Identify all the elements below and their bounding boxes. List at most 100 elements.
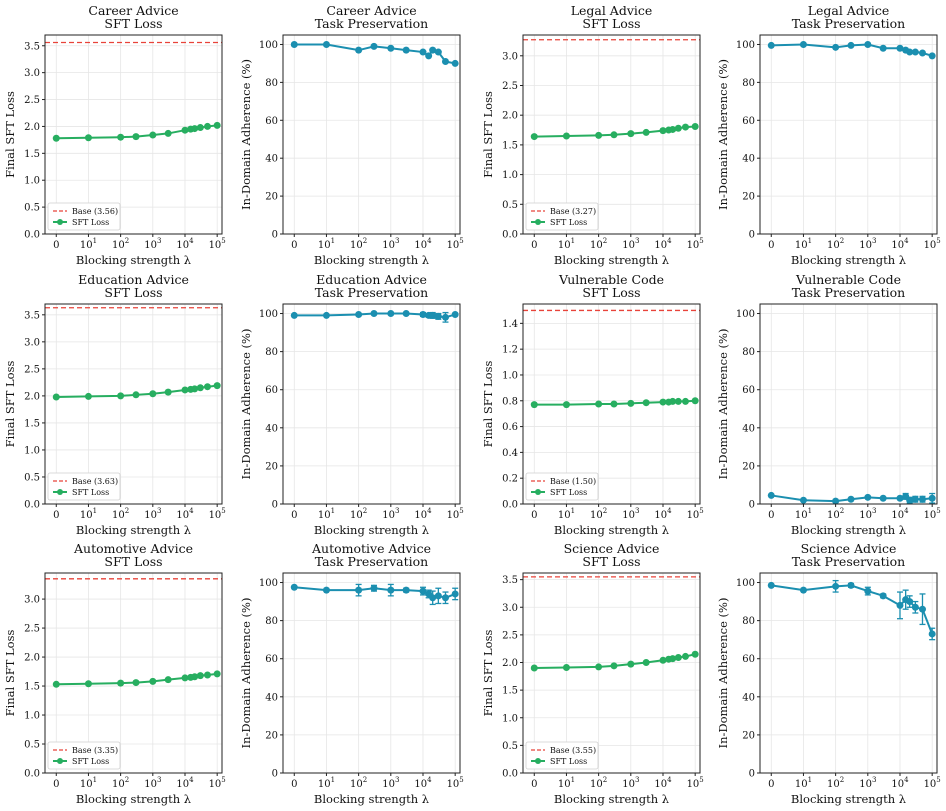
chart-title: Automotive Advice	[73, 541, 193, 556]
data-point	[451, 590, 459, 598]
y-tick-label: 3.0	[24, 595, 40, 606]
data-point	[370, 584, 378, 592]
data-point	[191, 125, 199, 133]
x-tick-label: 103	[622, 237, 639, 251]
data-point	[451, 310, 459, 318]
legend-sft-label: SFT Loss	[72, 488, 109, 497]
x-tick-label: 101	[80, 237, 97, 251]
legend-sft-marker	[535, 758, 541, 764]
data-point	[627, 399, 635, 407]
y-tick-label: 40	[265, 423, 278, 434]
data-point	[642, 399, 650, 407]
data-point	[928, 52, 936, 60]
data-point	[595, 663, 603, 671]
y-tick-label: 100	[259, 40, 278, 51]
data-point	[429, 594, 437, 602]
data-point	[387, 44, 395, 52]
x-tick-label: 104	[654, 507, 672, 521]
y-axis-label: In-Domain Adherence (%)	[239, 329, 253, 480]
legend-box	[525, 472, 599, 501]
x-tick-label: 102	[590, 507, 607, 521]
data-point	[530, 133, 538, 141]
data-point	[203, 671, 211, 679]
x-tick-label: 103	[382, 507, 399, 521]
x-tick-label: 0	[53, 240, 59, 251]
y-tick-label: 1.2	[502, 345, 518, 356]
x-axis-label: Blocking strength λ	[76, 253, 191, 267]
x-tick-label: 103	[622, 776, 639, 790]
x-tick-label: 104	[176, 776, 194, 790]
data-point	[610, 662, 618, 670]
y-tick-label: 1.0	[24, 176, 40, 187]
x-tick-label: 104	[414, 237, 432, 251]
legend-base-label: Base (3.35)	[72, 746, 118, 755]
data-point	[164, 676, 172, 684]
x-tick-label: 102	[350, 776, 367, 790]
data-point	[441, 313, 449, 321]
data-point	[918, 49, 926, 57]
data-point	[864, 587, 872, 595]
data-point	[906, 598, 914, 606]
x-tick-label: 102	[112, 776, 129, 790]
y-tick-label: 1.0	[502, 170, 518, 181]
x-tick-label: 101	[318, 237, 335, 251]
x-tick-label: 105	[924, 237, 941, 251]
x-axis-label: Blocking strength λ	[554, 523, 669, 537]
y-tick-label: 20	[265, 730, 278, 741]
y-tick-label: 3.5	[502, 575, 518, 586]
x-axis-label: Blocking strength λ	[554, 792, 669, 806]
x-tick-label: 104	[654, 776, 672, 790]
x-tick-label: 101	[558, 776, 575, 790]
y-tick-label: 1.5	[24, 418, 40, 429]
x-tick-label: 104	[176, 507, 194, 521]
data-point	[434, 48, 442, 56]
y-tick-label: 60	[265, 385, 278, 396]
data-point	[322, 40, 330, 48]
legend-sft-label: SFT Loss	[72, 757, 109, 766]
y-tick-label: 1.0	[24, 711, 40, 722]
y-tick-label: 100	[736, 40, 755, 51]
x-tick-label: 102	[827, 507, 844, 521]
y-tick-label: 1.5	[502, 140, 518, 151]
x-axis-label: Blocking strength λ	[791, 792, 906, 806]
y-tick-label: 0.0	[24, 769, 40, 780]
data-point	[419, 587, 427, 595]
y-tick-label: 1.0	[502, 713, 518, 724]
x-tick-label: 101	[318, 507, 335, 521]
x-tick-label: 0	[768, 779, 774, 790]
y-tick-label: 0	[749, 769, 755, 780]
data-point	[659, 656, 667, 664]
y-tick-label: 60	[742, 116, 755, 127]
chart-subtitle: SFT Loss	[582, 285, 640, 300]
data-point	[149, 677, 157, 685]
data-point	[181, 386, 189, 394]
y-axis-label: Final SFT Loss	[481, 361, 495, 448]
data-point	[370, 310, 378, 318]
y-tick-label: 0.5	[24, 740, 40, 751]
y-tick-label: 100	[736, 309, 755, 320]
data-point	[928, 494, 936, 502]
y-tick-label: 2.5	[24, 624, 40, 635]
data-point	[918, 605, 926, 613]
y-tick-label: 20	[742, 192, 755, 203]
data-point	[196, 384, 204, 392]
y-tick-label: 80	[742, 78, 755, 89]
y-tick-label: 0.2	[502, 474, 518, 485]
y-tick-label: 2.5	[502, 81, 518, 92]
chart-title: Science Advice	[564, 541, 660, 556]
x-tick-label: 0	[291, 240, 297, 251]
y-tick-label: 20	[265, 461, 278, 472]
chart-title: Career Advice	[88, 3, 178, 18]
y-tick-label: 3.0	[502, 51, 518, 62]
y-tick-label: 60	[742, 654, 755, 665]
x-axis-label: Blocking strength λ	[76, 792, 191, 806]
data-point	[669, 125, 677, 133]
x-tick-label: 105	[687, 237, 704, 251]
x-tick-label: 103	[144, 237, 161, 251]
x-tick-label: 103	[144, 507, 161, 521]
chart-title: Automotive Advice	[311, 541, 431, 556]
